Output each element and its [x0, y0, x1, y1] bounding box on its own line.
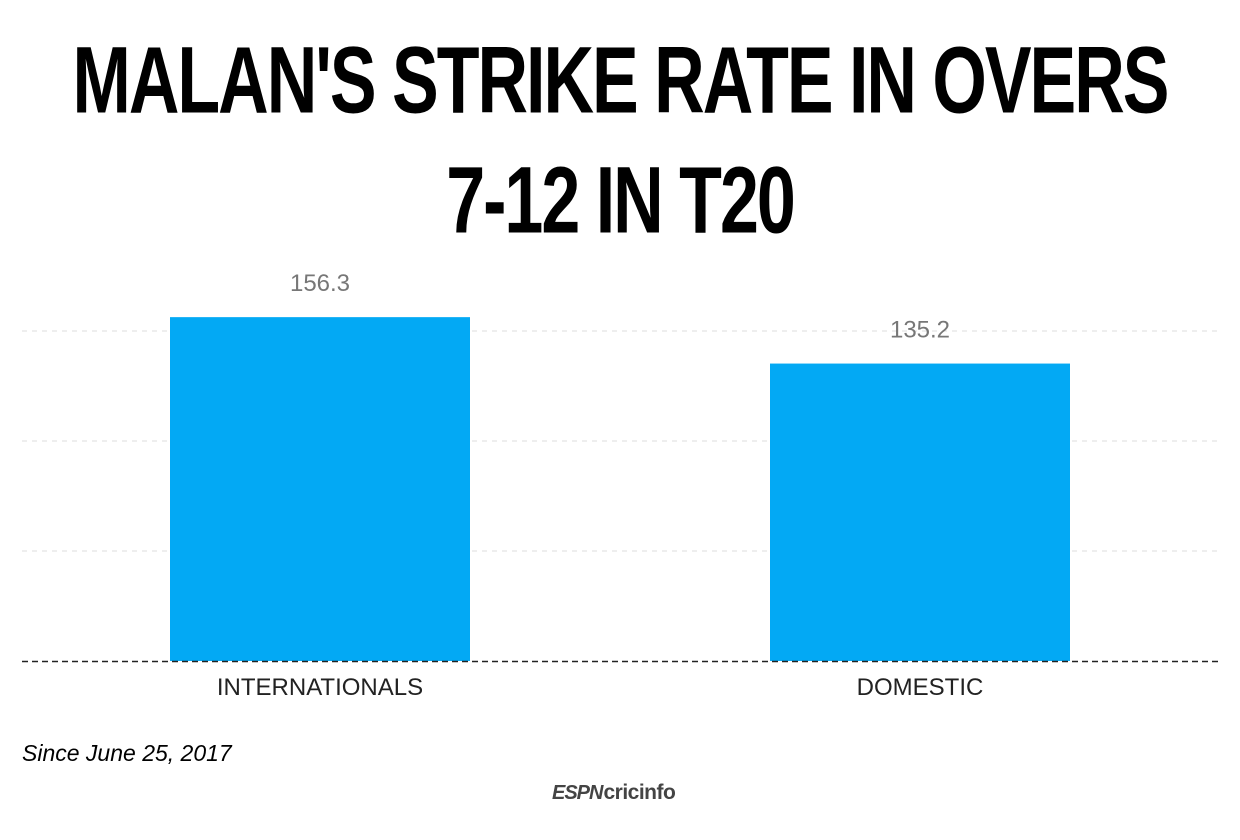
chart-title-line-1: MALAN'S STRIKE RATE IN OVERS — [72, 27, 1170, 133]
data-label-internationals: 156.3 — [290, 270, 350, 297]
category-label-internationals: INTERNATIONALS — [217, 674, 423, 701]
espncricinfo-logo: ESPN cricinfo — [552, 778, 692, 808]
chart-title-line-2: 7-12 IN T20 — [446, 147, 796, 253]
bar-internationals — [170, 317, 470, 661]
data-label-domestic: 135.2 — [890, 317, 950, 344]
bar-domestic — [770, 363, 1070, 661]
logo-espn-text: ESPN — [552, 781, 603, 804]
category-label-domestic: DOMESTIC — [857, 674, 984, 701]
logo-cricinfo-text: cricinfo — [603, 781, 676, 804]
footnote: Since June 25, 2017 — [22, 740, 232, 766]
